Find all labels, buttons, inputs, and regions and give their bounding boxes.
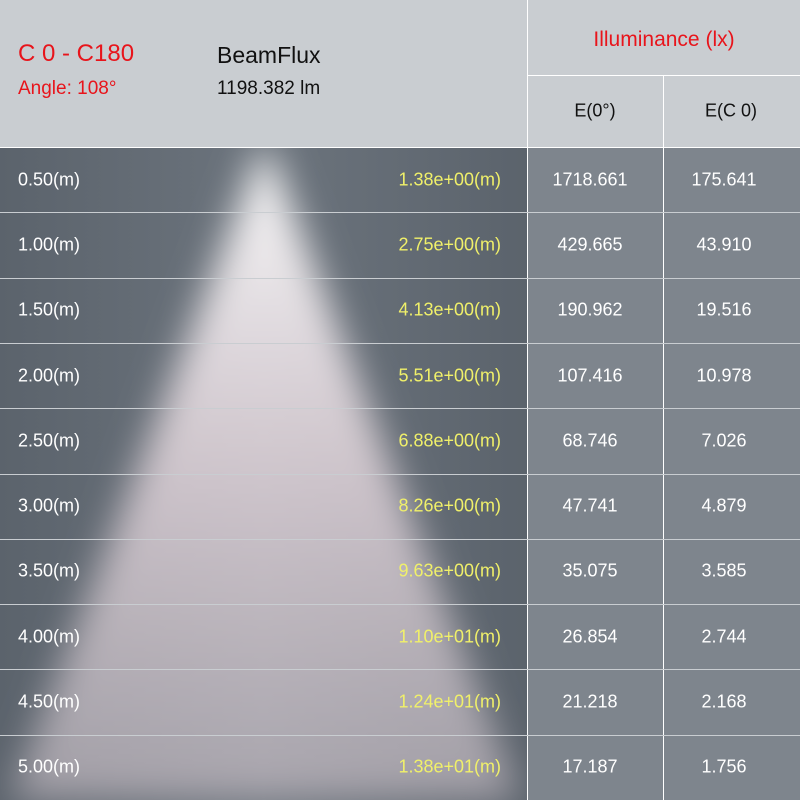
illuminance-value: 429.665 [557, 234, 623, 255]
illuminance-value: 26.854 [562, 626, 618, 647]
distance: 2.00(m) [18, 365, 81, 386]
angle-label: Angle: 108° [18, 78, 117, 99]
distance: 0.50(m) [18, 169, 81, 190]
distance: 4.00(m) [18, 626, 81, 647]
beam-diameter: 4.13e+00(m) [398, 299, 501, 320]
row-divider [0, 408, 800, 410]
beam-diameter: 5.51e+00(m) [398, 365, 501, 386]
beam-diameter: 1.38e+00(m) [398, 169, 501, 190]
distance: 1.50(m) [18, 299, 81, 320]
illuminance-value: 47.741 [562, 495, 618, 516]
illuminance-value: 19.516 [696, 299, 752, 320]
illuminance-value: 3.585 [701, 560, 747, 581]
illuminance-value: 17.187 [562, 756, 618, 777]
flux-title: BeamFlux [217, 42, 321, 68]
beam-diameter: 6.88e+00(m) [398, 430, 501, 451]
row-divider [0, 212, 800, 214]
beam-diameter: 9.63e+00(m) [398, 560, 501, 581]
column-header: E(0°) [574, 100, 616, 121]
illuminance-value: 190.962 [557, 299, 623, 320]
illuminance-value: 7.026 [701, 430, 747, 451]
illuminance-value: 4.879 [701, 495, 747, 516]
beam-diameter: 1.24e+01(m) [398, 691, 501, 712]
illuminance-value: 10.978 [696, 365, 752, 386]
column-header: E(C 0) [704, 100, 758, 121]
distance: 1.00(m) [18, 234, 81, 255]
row-divider [0, 277, 800, 279]
distance: 2.50(m) [18, 430, 81, 451]
illuminance-value: 2.168 [701, 691, 747, 712]
beam-diameter: 1.10e+01(m) [398, 626, 501, 647]
illuminance-value: 35.075 [562, 560, 618, 581]
distance: 3.50(m) [18, 560, 81, 581]
row-divider [0, 342, 800, 344]
distance: 3.00(m) [18, 495, 81, 516]
illuminance-title: Illuminance (lx) [593, 28, 735, 51]
beam-diameter: 8.26e+00(m) [398, 495, 501, 516]
illuminance-value: 21.218 [562, 691, 618, 712]
beam-diameter: 2.75e+00(m) [398, 234, 501, 255]
beam-diameter: 1.38e+01(m) [398, 756, 501, 777]
distance: 5.00(m) [18, 756, 81, 777]
row-divider [0, 473, 800, 475]
row-divider [0, 669, 800, 671]
distance: 4.50(m) [18, 691, 81, 712]
illuminance-value: 1.756 [701, 756, 747, 777]
row-divider [0, 734, 800, 736]
row-divider [0, 604, 800, 606]
flux-value: 1198.382 lm [217, 78, 321, 99]
row-divider [0, 538, 800, 540]
illuminance-value: 2.744 [701, 626, 747, 647]
illuminance-value: 107.416 [557, 365, 623, 386]
illuminance-value: 175.641 [691, 169, 757, 190]
illuminance-value: 1718.661 [552, 169, 628, 190]
illuminance-value: 43.910 [696, 234, 752, 255]
curve-label: C 0 - C180 [18, 40, 135, 67]
illuminance-value: 68.746 [562, 430, 618, 451]
